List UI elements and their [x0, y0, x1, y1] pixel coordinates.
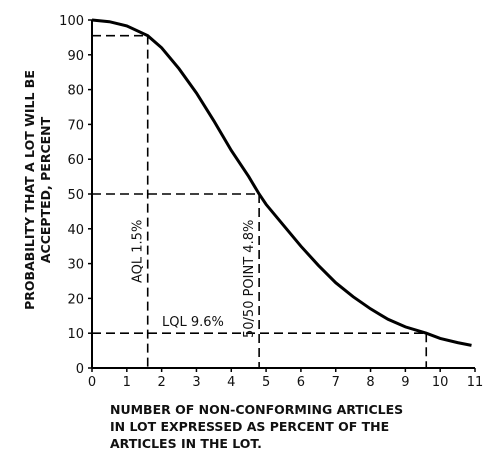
- y-axis-title-line: PROBABILITY THAT A LOT WILL BE: [22, 70, 37, 310]
- x-tick-label: 4: [227, 375, 235, 390]
- x-tick-label: 5: [262, 375, 270, 390]
- annotations: AQL 1.5% 50/50 POINT 4.8% LQL 9.6%: [131, 220, 257, 338]
- x-tick-label: 8: [366, 375, 374, 390]
- x-axis-title-line: NUMBER OF NON-CONFORMING ARTICLES: [110, 402, 403, 417]
- x-tick-label: 3: [192, 375, 200, 390]
- x-axis-title-line: IN LOT EXPRESSED AS PERCENT OF THE: [110, 419, 389, 434]
- reference-lines: [92, 34, 428, 368]
- y-tick-label: 20: [67, 292, 84, 307]
- x-tick-label: 9: [401, 375, 409, 390]
- y-tick-label: 0: [76, 362, 84, 377]
- y-tick-label: 90: [67, 49, 84, 64]
- oc-curve-line: [91, 18, 472, 347]
- y-tick-label: 100: [59, 14, 84, 29]
- x-axis-title-line: ARTICLES IN THE LOT.: [110, 436, 262, 451]
- y-tick-label: 60: [67, 153, 84, 168]
- y-tick-label: 10: [67, 327, 84, 342]
- y-tick-label: 80: [67, 84, 84, 99]
- y-axis-title: PROBABILITY THAT A LOT WILL BE ACCEPTED, …: [22, 70, 53, 310]
- x-tick-label: 10: [432, 375, 449, 390]
- x-tick-label: 1: [123, 375, 131, 390]
- y-axis-title-line: ACCEPTED, PERCENT: [38, 116, 53, 263]
- y-tick-label: 50: [67, 188, 84, 203]
- x-tick-label: 11: [467, 375, 484, 390]
- x-tick-label: 0: [88, 375, 96, 390]
- x-tick-label: 7: [332, 375, 340, 390]
- y-tick-label: 70: [67, 118, 84, 133]
- x-tick-label: 2: [157, 375, 165, 390]
- x-tick-label: 6: [297, 375, 305, 390]
- ticks: 0 1 2 3 4 5 6 7 8 9 10 11 0 10 20 30 40 50 60 70 80 90 100: [59, 14, 483, 390]
- lql-label: LQL 9.6%: [162, 315, 224, 330]
- x-axis-title: NUMBER OF NON-CONFORMING ARTICLES IN LOT …: [110, 402, 403, 451]
- y-tick-label: 30: [67, 258, 84, 273]
- y-tick-label: 40: [67, 223, 84, 238]
- aql-label: AQL 1.5%: [131, 220, 146, 283]
- fifty-fifty-label: 50/50 POINT 4.8%: [242, 220, 257, 338]
